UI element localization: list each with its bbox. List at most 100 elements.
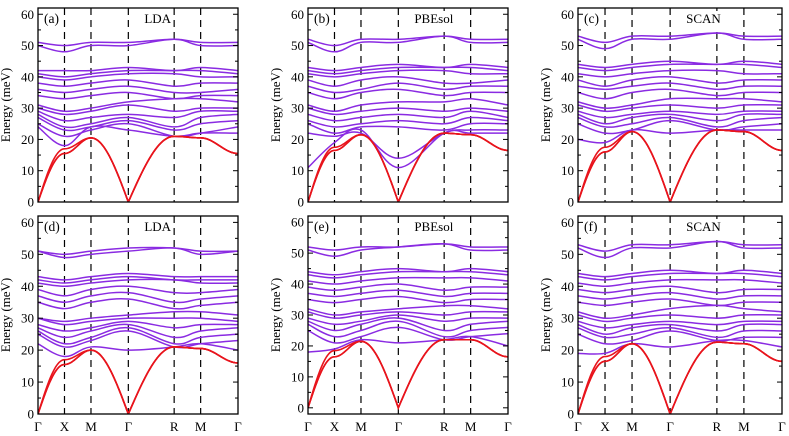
- y-tick-label: 30: [561, 101, 574, 116]
- x-tick-label: Γ: [666, 419, 674, 434]
- acoustic-branch-2: [578, 129, 782, 202]
- x-tick-label: M: [626, 419, 638, 434]
- y-tick-label: 60: [291, 7, 304, 22]
- functional-label-bg: [684, 11, 721, 27]
- y-tick-label: 60: [291, 215, 304, 230]
- optical-branch-3: [578, 323, 782, 335]
- optical-branch-10: [308, 276, 508, 285]
- x-tick-label: Γ: [304, 419, 312, 434]
- optical-branch-8: [38, 291, 238, 304]
- y-tick-label: 0: [298, 400, 305, 415]
- optical-branch-12: [308, 267, 508, 276]
- acoustic-branch-1: [308, 132, 508, 202]
- y-tick-label: 10: [291, 163, 304, 178]
- y-tick-label: 50: [561, 38, 574, 53]
- optical-branch-7: [308, 295, 508, 304]
- optical-branch-0: [578, 128, 782, 144]
- y-tick-label: 50: [21, 247, 34, 262]
- optical-branch-12: [308, 63, 508, 72]
- optical-branch-10: [38, 72, 238, 81]
- y-tick-label: 0: [568, 407, 575, 422]
- functional-label: PBEsol: [414, 219, 453, 234]
- y-tick-label: 60: [561, 7, 574, 22]
- panel-frame: [577, 215, 783, 415]
- x-tick-label: R: [170, 419, 179, 434]
- acoustic-branch-2: [38, 346, 238, 414]
- band-group: [308, 35, 508, 202]
- optical-branch-13: [38, 247, 238, 259]
- optical-branch-6: [38, 97, 238, 113]
- optical-branch-7: [578, 88, 782, 100]
- panel-frame: [37, 7, 239, 203]
- x-tick-label: M: [738, 419, 750, 434]
- optical-branch-12: [578, 60, 782, 69]
- optical-branch-13: [308, 35, 508, 53]
- y-tick-label: 20: [561, 343, 574, 358]
- optical-branch-5: [308, 310, 508, 319]
- optical-branch-14: [38, 38, 238, 47]
- optical-branch-11: [38, 275, 238, 284]
- optical-branch-5: [578, 104, 782, 113]
- optical-branch-5: [578, 313, 782, 323]
- band-group: [578, 32, 782, 202]
- optical-branch-14: [578, 240, 782, 252]
- optical-branch-7: [38, 298, 238, 310]
- y-axis-label: Energy (meV): [0, 278, 13, 352]
- optical-branch-8: [578, 291, 782, 300]
- y-tick-label: 40: [21, 69, 34, 84]
- optical-branch-6: [578, 304, 782, 320]
- x-tick-label: Γ: [504, 419, 512, 434]
- acoustic-branch-0: [308, 132, 508, 202]
- optical-branch-7: [38, 91, 238, 100]
- acoustic-branch-2: [308, 338, 508, 410]
- optical-branch-9: [308, 75, 508, 87]
- optical-branch-8: [308, 82, 508, 94]
- functional-label-bg: [684, 219, 721, 235]
- y-tick-label: 40: [561, 69, 574, 84]
- x-tick-label: M: [85, 419, 97, 434]
- optical-branch-1: [38, 122, 238, 138]
- y-tick-label: 10: [21, 375, 34, 390]
- y-axis-label: Energy (meV): [538, 278, 553, 352]
- y-tick-label: 10: [561, 375, 574, 390]
- optical-branch-9: [578, 75, 782, 87]
- optical-branch-6: [38, 310, 238, 323]
- acoustic-branch-0: [38, 346, 238, 414]
- functional-label-bg: [412, 219, 466, 235]
- optical-branch-4: [308, 110, 508, 122]
- y-tick-label: 60: [21, 215, 34, 230]
- y-tick-label: 30: [291, 101, 304, 116]
- optical-branch-11: [308, 66, 508, 75]
- optical-branch-13: [578, 240, 782, 259]
- x-tick-label: Γ: [234, 419, 242, 434]
- functional-label: SCAN: [686, 11, 721, 26]
- x-tick-label: Γ: [395, 419, 403, 434]
- acoustic-branch-2: [578, 341, 782, 414]
- acoustic-branch-2: [38, 135, 238, 202]
- band-group: [38, 38, 238, 202]
- optical-branch-9: [38, 285, 238, 297]
- optical-branch-3: [308, 116, 508, 128]
- acoustic-branch-1: [38, 346, 238, 414]
- panel-label: (f): [584, 219, 598, 234]
- panel-label: (b): [314, 11, 330, 26]
- optical-branch-9: [308, 283, 508, 292]
- optical-branch-2: [308, 122, 508, 134]
- y-tick-label: 20: [561, 132, 574, 147]
- y-tick-label: 40: [291, 277, 304, 292]
- band-group: [308, 243, 508, 410]
- band-group: [578, 240, 782, 414]
- optical-branch-1: [308, 326, 508, 344]
- optical-branch-3: [38, 323, 238, 339]
- panel-a: 0 10 20 30 40 50 60 Energy (meV) (a) LDA: [0, 7, 239, 210]
- optical-branch-5: [308, 107, 508, 116]
- optical-branch-11: [578, 272, 782, 281]
- optical-branch-12: [38, 272, 238, 281]
- panel-label: (d): [44, 219, 60, 234]
- optical-branch-10: [38, 278, 238, 288]
- optical-branch-14: [578, 32, 782, 44]
- optical-branch-3: [578, 113, 782, 125]
- y-tick-label: 50: [561, 247, 574, 262]
